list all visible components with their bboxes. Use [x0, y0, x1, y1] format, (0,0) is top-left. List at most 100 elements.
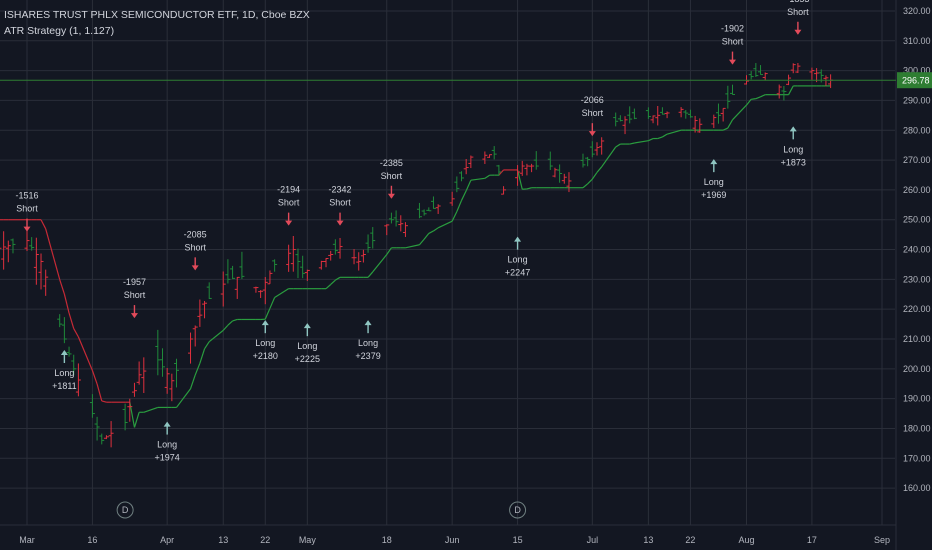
atr-stop-segment — [484, 174, 490, 179]
atr-stop-segment — [657, 136, 663, 140]
short-label: Short — [278, 198, 300, 208]
atr-stop-segment — [372, 254, 388, 273]
ohlc-bar — [159, 348, 165, 377]
atr-stop-segment — [751, 98, 756, 100]
ohlc-bar — [0, 247, 2, 249]
ohlc-bar — [664, 111, 670, 119]
short-pnl: -2066 — [581, 95, 604, 105]
ohlc-bar — [720, 107, 726, 122]
long-signal: Long +2379 — [355, 320, 381, 361]
ohlc-bar — [421, 209, 427, 216]
ohlc-bar — [197, 299, 203, 327]
dividend-marker[interactable] — [116, 501, 134, 519]
ohlc-bar — [262, 277, 268, 305]
ohlc-bar — [729, 84, 735, 95]
ohlc-bar — [552, 167, 558, 178]
ohlc-bar — [5, 240, 11, 263]
ohlc-bar — [253, 286, 259, 293]
y-tick-label: 320.00 — [903, 6, 931, 16]
long-label: Long — [508, 255, 528, 265]
long-pnl: +1873 — [781, 157, 806, 167]
chart-title: ISHARES TRUST PHLX SEMICONDUCTOR ETF, 1D… — [4, 9, 310, 21]
atr-stop-segment — [232, 318, 238, 322]
atr-stop-segment — [596, 166, 603, 173]
dividend-marker[interactable] — [509, 501, 527, 519]
ohlc-bar — [650, 115, 656, 124]
atr-stop-segment — [330, 279, 336, 285]
atr-stop-segment — [419, 238, 425, 246]
short-arrow-head — [794, 29, 802, 35]
ohlc-bar — [94, 416, 100, 441]
long-label: Long — [297, 341, 317, 351]
x-tick-label: Jul — [587, 535, 599, 545]
ohlc-bar — [547, 151, 553, 170]
atr-stop-segment — [666, 129, 682, 135]
ohlc-bar — [318, 260, 324, 270]
ohlc-bar — [519, 160, 525, 176]
long-signal: Long +2225 — [295, 323, 320, 364]
long-signal: Long +2247 — [505, 236, 530, 278]
ohlc-bar — [687, 109, 693, 118]
short-pnl: -1957 — [123, 277, 146, 287]
ohlc-bar — [781, 85, 787, 101]
long-signal: Long +1969 — [701, 159, 726, 200]
time-axis: Mar 16 Apr 13 22 May 18 Jun 15 Jul 13 22 Aug 17 Sep — [19, 535, 890, 545]
atr-stop-segment — [274, 288, 289, 298]
atr-stop-segment — [526, 187, 532, 190]
indicator-legend[interactable]: ATR Strategy (1, 1.127) — [4, 25, 115, 37]
ohlc-bar — [501, 186, 507, 195]
ohlc-bar — [365, 234, 371, 253]
atr-stop-segment — [460, 190, 467, 201]
x-tick-label: 17 — [807, 535, 817, 545]
atr-stop-segment — [367, 271, 374, 278]
long-signal: Long +1873 — [781, 126, 806, 167]
atr-stop-segment — [582, 183, 589, 189]
y-tick-label: 240.00 — [903, 245, 931, 255]
dividend-marker-label: D — [514, 505, 521, 515]
short-label: Short — [722, 37, 744, 47]
atr-stop-segment — [386, 247, 392, 255]
ohlc-bar — [533, 151, 539, 170]
atr-stop-segment — [423, 233, 430, 240]
atr-stop-segment — [133, 412, 140, 428]
long-arrow-head — [789, 126, 797, 132]
x-tick-label: 13 — [643, 535, 653, 545]
ohlc-bar — [38, 253, 44, 290]
x-tick-label: 22 — [685, 535, 695, 545]
atr-stop-segment — [648, 137, 654, 142]
long-pnl: +2180 — [253, 351, 278, 361]
atr-stop-segment — [727, 119, 734, 129]
x-tick-label: 13 — [218, 535, 228, 545]
short-arrow-head — [191, 265, 199, 271]
ohlc-bar — [300, 255, 306, 279]
short-arrow-head — [728, 59, 736, 65]
short-pnl: -1902 — [721, 24, 744, 34]
atr-stop-segment — [204, 341, 210, 350]
short-pnl: -2385 — [380, 158, 403, 168]
ohlc-bar — [795, 63, 801, 74]
ohlc-bar — [585, 156, 591, 167]
y-tick-label: 270.00 — [903, 155, 931, 165]
x-tick-label: 22 — [260, 535, 270, 545]
ohlc-bar — [655, 106, 661, 126]
ohlc-bar — [613, 112, 619, 127]
ohlc-bar — [29, 237, 35, 251]
ohlc-bar — [89, 394, 95, 418]
ohlc-bar — [384, 224, 390, 236]
atr-stop-segment — [433, 227, 439, 232]
x-tick-label: Aug — [739, 535, 755, 545]
long-label: Long — [255, 338, 275, 348]
ohlc-bar — [725, 85, 731, 109]
atr-stop-segment — [746, 98, 752, 106]
x-tick-label: Sep — [874, 535, 890, 545]
ohlc-bar — [762, 72, 768, 81]
ohlc-bar — [645, 107, 651, 119]
ohlc-bar — [267, 270, 273, 285]
ohlc-bar — [617, 115, 623, 122]
ohlc-bar — [561, 173, 567, 184]
atr-stop-segment — [587, 178, 593, 185]
atr-stop-segment — [269, 297, 276, 309]
